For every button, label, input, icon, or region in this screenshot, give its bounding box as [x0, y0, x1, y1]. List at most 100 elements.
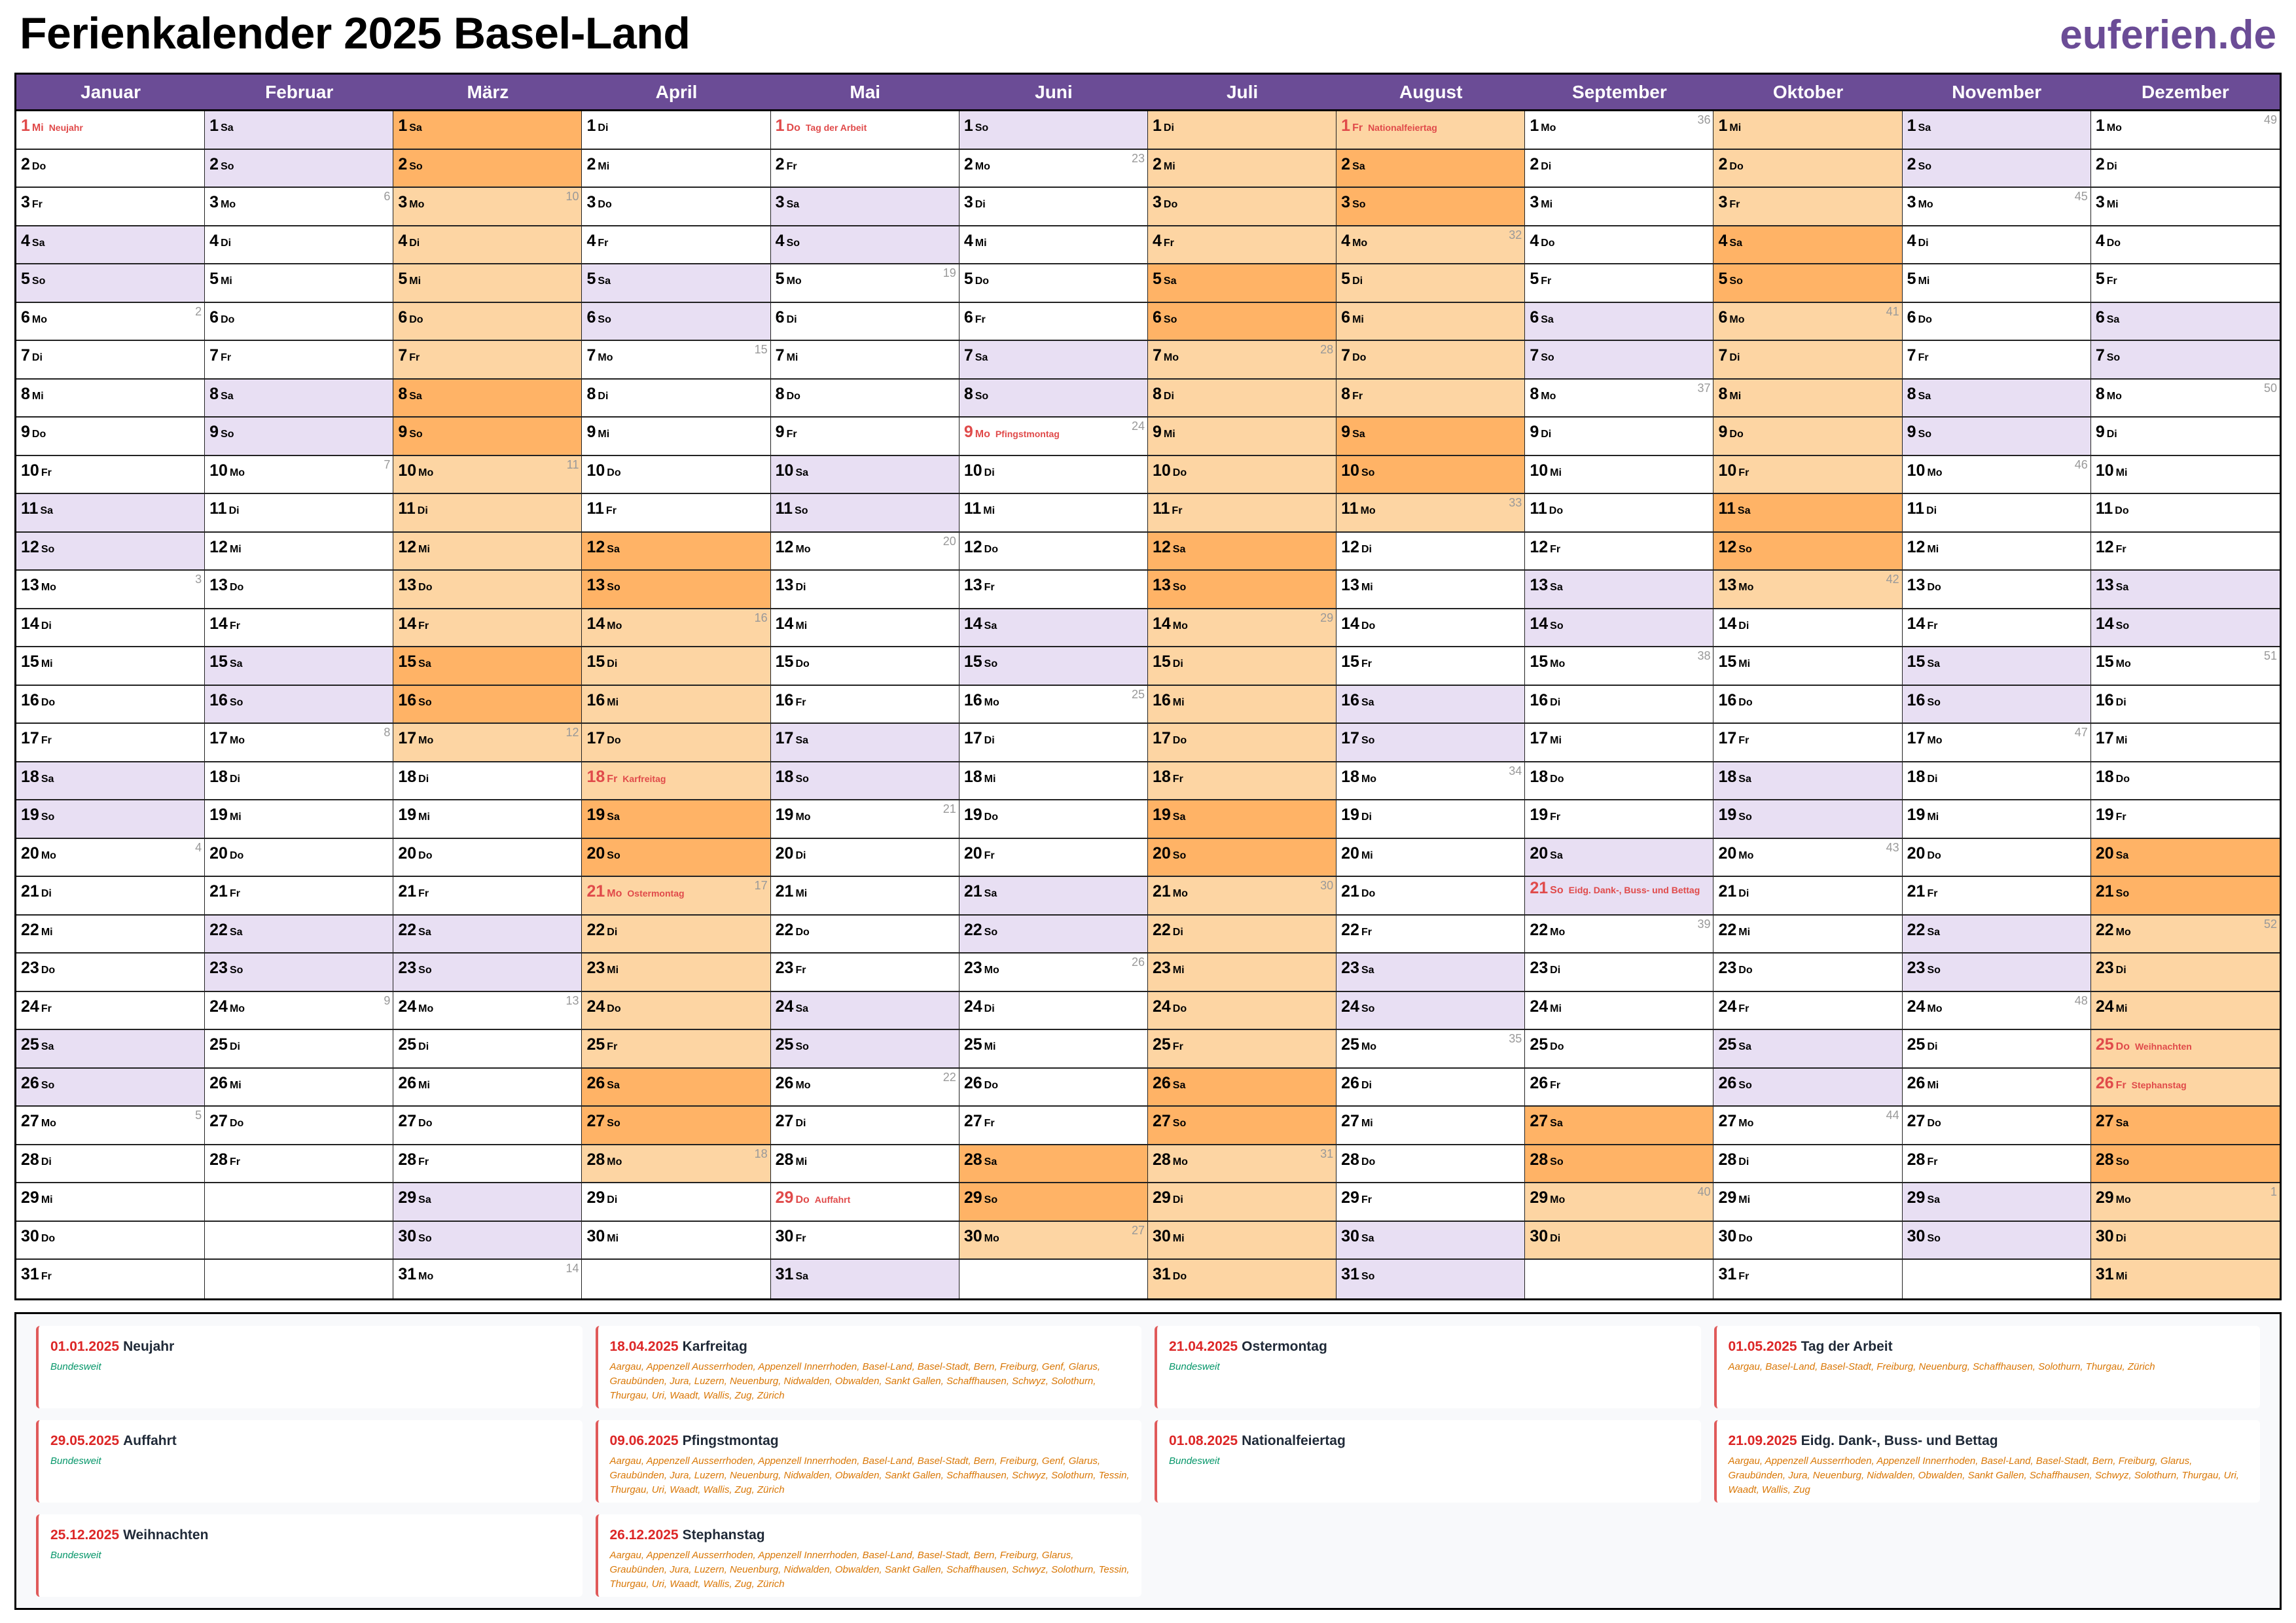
day-cell[interactable]: 30 Di	[1525, 1221, 1714, 1260]
day-cell[interactable]: 6 Mo 41	[1713, 302, 1903, 342]
day-cell[interactable]: 1 Di	[582, 111, 771, 150]
day-cell[interactable]: 1 Mo 49	[2090, 111, 2280, 150]
day-cell[interactable]: 19 Mi	[393, 800, 583, 839]
day-cell[interactable]: 13 So	[1147, 571, 1337, 609]
day-cell[interactable]: 2 Mi	[582, 149, 771, 188]
day-cell[interactable]: 25 Sa	[16, 1030, 206, 1069]
day-cell[interactable]: 27 So	[1147, 1107, 1337, 1145]
day-cell[interactable]: 9 Do	[16, 418, 206, 456]
day-cell[interactable]: 20 So	[582, 838, 771, 878]
day-cell[interactable]: 11 Di	[393, 494, 583, 533]
day-cell[interactable]: 2 Do	[16, 149, 206, 188]
day-cell[interactable]: 5 Mi	[1902, 264, 2091, 303]
day-cell[interactable]: 9 So	[1902, 418, 2091, 456]
day-cell[interactable]: 24 Do	[1147, 991, 1337, 1031]
day-cell[interactable]: 17 Di	[959, 724, 1148, 762]
day-cell[interactable]: 17 Mo 8	[205, 724, 394, 762]
day-cell[interactable]: 15 Mi	[1713, 647, 1903, 686]
day-cell[interactable]: 18 Mi	[959, 762, 1148, 801]
day-cell[interactable]: 28 Sa	[959, 1145, 1148, 1184]
day-cell[interactable]: 23 Do	[16, 954, 206, 992]
day-cell[interactable]: 8 Mi	[16, 379, 206, 418]
day-cell[interactable]: 20 Mo 43	[1713, 838, 1903, 878]
day-cell[interactable]: 20 So	[1147, 838, 1337, 878]
day-cell[interactable]: 8 Sa	[393, 379, 583, 418]
day-cell[interactable]: 26 Di	[1336, 1068, 1526, 1107]
day-cell[interactable]: 10 Mi	[2090, 455, 2280, 495]
day-cell[interactable]: 22 Fr	[1336, 915, 1526, 954]
day-cell[interactable]: 8 Mo 37	[1525, 379, 1714, 418]
day-cell[interactable]: 13 Sa	[2090, 571, 2280, 609]
day-cell[interactable]: 30 Do	[1713, 1221, 1903, 1260]
day-cell[interactable]: 1 Mo 36	[1525, 111, 1714, 150]
day-cell[interactable]: 27 Do	[1902, 1107, 2091, 1145]
day-cell[interactable]: 4 Sa	[1713, 226, 1903, 265]
day-cell[interactable]: 25 So	[770, 1030, 960, 1069]
day-cell[interactable]: 17 Mo 47	[1902, 724, 2091, 762]
day-cell[interactable]: 27 Fr	[959, 1107, 1148, 1145]
day-cell[interactable]: 20 Fr	[959, 838, 1148, 878]
day-cell[interactable]: 24 Mo 13	[393, 991, 583, 1031]
day-cell[interactable]: 22 Mo 52	[2090, 915, 2280, 954]
day-cell[interactable]: 7 Di	[1713, 341, 1903, 380]
day-cell[interactable]: 20 Do	[1902, 838, 2091, 878]
day-cell[interactable]: 23 Di	[2090, 954, 2280, 992]
day-cell[interactable]: 26 Sa	[582, 1068, 771, 1107]
day-cell[interactable]: 9 Do	[1713, 418, 1903, 456]
day-cell[interactable]: 7 Do	[1336, 341, 1526, 380]
day-cell[interactable]: 13 Fr	[959, 571, 1148, 609]
day-cell[interactable]: 2 Mo 23	[959, 149, 1148, 188]
day-cell[interactable]: 8 Do	[770, 379, 960, 418]
day-cell[interactable]: 10 Do	[1147, 455, 1337, 495]
day-cell[interactable]: 6 So	[582, 302, 771, 342]
day-cell[interactable]: 20 Sa	[2090, 838, 2280, 878]
day-cell[interactable]: 15 Sa	[1902, 647, 2091, 686]
day-cell[interactable]: 25 Do	[1525, 1030, 1714, 1069]
day-cell[interactable]: 19 Di	[1336, 800, 1526, 839]
day-cell[interactable]: 25 Di	[1902, 1030, 2091, 1069]
day-cell[interactable]: 24 Do	[582, 991, 771, 1031]
day-cell[interactable]: 21 Mo 30	[1147, 877, 1337, 916]
day-cell[interactable]: 21 Mo Ostermontag 17	[582, 877, 771, 916]
day-cell[interactable]: 4 Di	[393, 226, 583, 265]
day-cell[interactable]: 19 Mo 21	[770, 800, 960, 839]
day-cell[interactable]: 24 Di	[959, 991, 1148, 1031]
day-cell[interactable]: 29 Do Auffahrt	[770, 1183, 960, 1222]
day-cell[interactable]: 25 Mi	[959, 1030, 1148, 1069]
day-cell[interactable]: 29 Mo 1	[2090, 1183, 2280, 1222]
day-cell[interactable]: 11 Di	[205, 494, 394, 533]
day-cell[interactable]: 2 Mi	[1147, 149, 1337, 188]
day-cell[interactable]: 11 Mo 33	[1336, 494, 1526, 533]
day-cell[interactable]: 4 Do	[1525, 226, 1714, 265]
day-cell[interactable]: 8 Sa	[1902, 379, 2091, 418]
day-cell[interactable]: 12 So	[16, 532, 206, 571]
day-cell[interactable]: 18 Sa	[1713, 762, 1903, 801]
day-cell[interactable]: 31 So	[1336, 1260, 1526, 1298]
day-cell[interactable]: 17 Mi	[2090, 724, 2280, 762]
day-cell[interactable]: 29 Mi	[1713, 1183, 1903, 1222]
day-cell[interactable]: 27 Sa	[1525, 1107, 1714, 1145]
day-cell[interactable]: 13 So	[582, 571, 771, 609]
day-cell[interactable]: 23 Mo 26	[959, 954, 1148, 992]
day-cell[interactable]: 7 Di	[16, 341, 206, 380]
day-cell[interactable]: 6 Do	[1902, 302, 2091, 342]
day-cell[interactable]: 14 Do	[1336, 609, 1526, 648]
day-cell[interactable]: 26 Fr Stephanstag	[2090, 1068, 2280, 1107]
day-cell[interactable]: 29 So	[959, 1183, 1148, 1222]
day-cell[interactable]: 28 Mo 18	[582, 1145, 771, 1184]
day-cell[interactable]: 28 Mo 31	[1147, 1145, 1337, 1184]
day-cell[interactable]: 24 So	[1336, 991, 1526, 1031]
day-cell[interactable]: 21 Fr	[1902, 877, 2091, 916]
day-cell[interactable]: 12 Di	[1336, 532, 1526, 571]
day-cell[interactable]: 14 Mi	[770, 609, 960, 648]
day-cell[interactable]: 2 Sa	[1336, 149, 1526, 188]
day-cell[interactable]: 5 Sa	[582, 264, 771, 303]
day-cell[interactable]: 31 Fr	[1713, 1260, 1903, 1298]
day-cell[interactable]: 25 Do Weihnachten	[2090, 1030, 2280, 1069]
day-cell[interactable]: 21 Di	[16, 877, 206, 916]
day-cell[interactable]: 8 Fr	[1336, 379, 1526, 418]
day-cell[interactable]: 23 So	[1902, 954, 2091, 992]
day-cell[interactable]: 16 Mo 25	[959, 685, 1148, 724]
day-cell[interactable]: 24 Fr	[1713, 991, 1903, 1031]
day-cell[interactable]: 8 Di	[582, 379, 771, 418]
